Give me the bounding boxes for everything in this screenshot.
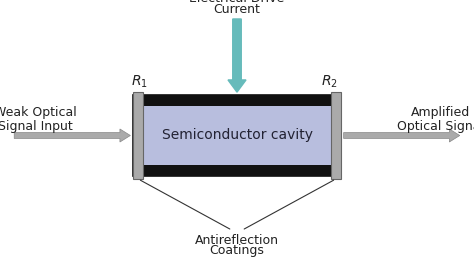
Text: Semiconductor cavity: Semiconductor cavity xyxy=(162,128,312,143)
Text: Electrical Drive: Electrical Drive xyxy=(190,0,284,5)
FancyArrow shape xyxy=(14,129,130,142)
Text: Current: Current xyxy=(214,3,260,16)
Text: Signal Input: Signal Input xyxy=(0,120,73,133)
Text: $R_1$: $R_1$ xyxy=(131,73,148,89)
Text: Coatings: Coatings xyxy=(210,244,264,257)
Text: $R_2$: $R_2$ xyxy=(321,73,338,89)
Text: Optical Signal: Optical Signal xyxy=(397,120,474,133)
Bar xyxy=(133,95,341,176)
Text: Antireflection: Antireflection xyxy=(195,234,279,247)
Bar xyxy=(133,92,143,179)
FancyArrow shape xyxy=(228,19,246,92)
FancyArrow shape xyxy=(344,129,460,142)
Bar xyxy=(331,92,341,179)
Text: Weak Optical: Weak Optical xyxy=(0,106,77,119)
Bar xyxy=(143,106,331,165)
Text: Amplified: Amplified xyxy=(411,106,470,119)
